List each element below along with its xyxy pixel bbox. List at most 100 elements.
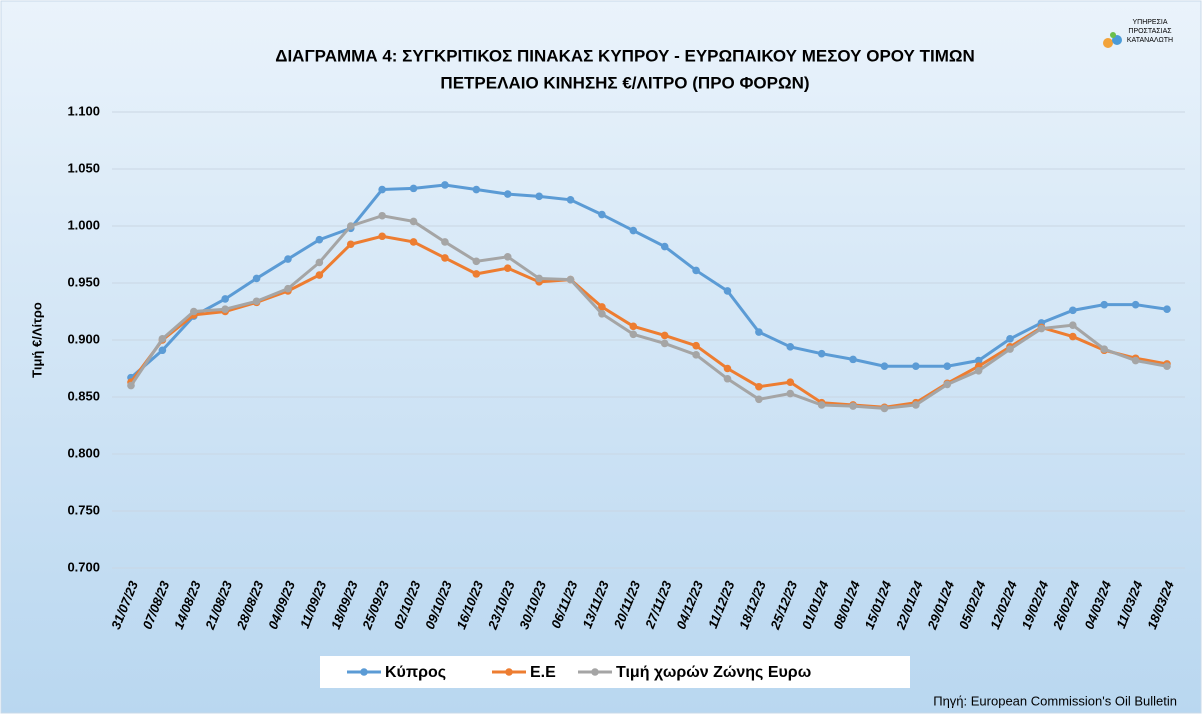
point: [817, 349, 826, 358]
chart-title: ΠΕΤΡΕΛΑΙΟ ΚΙΝΗΣΗΣ €/ΛΙΤΡΟ (ΠΡΟ ΦΟΡΩΝ): [440, 73, 809, 92]
point: [472, 270, 481, 278]
legend-marker: [360, 668, 368, 676]
point: [127, 381, 135, 390]
point: [221, 305, 229, 314]
point: [409, 238, 418, 246]
point: [441, 254, 449, 262]
y-tick-label: 0.950: [67, 274, 100, 289]
point: [598, 210, 606, 219]
point: [315, 271, 324, 279]
point: [346, 240, 355, 249]
point: [1100, 345, 1109, 353]
point: [723, 287, 732, 295]
source-note: Πηγή: European Commission's Oil Bulletin: [933, 693, 1177, 708]
point: [503, 264, 512, 272]
point: [252, 297, 261, 306]
point: [535, 274, 543, 283]
point: [252, 274, 261, 283]
point: [1006, 345, 1014, 353]
point: [409, 217, 418, 226]
point: [315, 258, 324, 267]
series-line: [129, 234, 1168, 409]
y-tick-label: 1.000: [67, 217, 100, 232]
point: [472, 185, 481, 194]
point: [786, 343, 795, 351]
point: [284, 284, 292, 293]
y-tick-label: 0.750: [67, 502, 100, 517]
point: [378, 185, 386, 194]
point: [221, 295, 229, 303]
point: [1069, 332, 1077, 341]
legend-marker: [591, 668, 599, 676]
legend-label: Κύπρος: [385, 664, 446, 681]
point: [1069, 306, 1077, 315]
y-tick-label: 0.900: [67, 331, 100, 346]
point: [378, 232, 386, 241]
legend-marker: [505, 668, 513, 676]
point: [189, 307, 198, 316]
point: [1131, 356, 1140, 365]
point: [1163, 305, 1171, 314]
point: [1037, 324, 1046, 333]
point: [629, 330, 638, 339]
point: [1100, 300, 1109, 309]
y-tick-label: 1.100: [67, 103, 100, 118]
point: [1163, 362, 1171, 371]
point: [629, 226, 638, 235]
point: [660, 331, 669, 340]
point: [692, 266, 700, 275]
point: [158, 335, 167, 343]
point: [1131, 300, 1140, 309]
y-tick-label: 1.050: [67, 160, 100, 175]
point: [755, 382, 763, 391]
point: [441, 181, 449, 189]
point: [912, 401, 920, 409]
point: [535, 192, 543, 201]
logo-text: ΠΡΟΣΤΑΣΙΑΣ: [1128, 28, 1172, 35]
point: [1069, 321, 1077, 329]
point: [817, 401, 826, 409]
logo-text: ΚΑΤΑΝΑΛΩΤΗ: [1127, 37, 1173, 44]
point: [566, 195, 575, 204]
point: [755, 328, 763, 336]
point: [943, 362, 952, 371]
point: [755, 395, 763, 404]
point: [723, 374, 732, 383]
point: [880, 362, 889, 371]
point: [880, 404, 889, 413]
legend: [320, 656, 910, 688]
point: [786, 389, 795, 398]
point: [284, 255, 292, 263]
chart-title: ΔΙΑΓΡΑΜΜΑ 4: ΣΥΓΚΡΙΤΙΚΟΣ ΠΙΝΑΚΑΣ ΚΥΠΡΟΥ …: [275, 46, 975, 65]
point: [849, 402, 857, 410]
point: [441, 238, 449, 246]
point: [598, 303, 606, 311]
point: [378, 211, 386, 220]
y-axis-label: Τιμή €/Λίτρο: [29, 302, 44, 378]
point: [974, 356, 983, 365]
logo: ΥΠΗΡΕΣΙΑ ΠΡΟΣΤΑΣΙΑΣ ΚΑΤΑΝΑΛΩΤΗ: [1103, 19, 1173, 48]
series-line: [129, 214, 1168, 410]
point: [692, 351, 700, 359]
point: [409, 184, 418, 193]
point: [786, 378, 795, 386]
point: [692, 341, 700, 350]
point: [503, 252, 512, 261]
point: [943, 380, 952, 389]
point: [849, 355, 857, 364]
y-tick-label: 0.800: [67, 445, 100, 460]
legend-label: Τιμή χωρών Ζώνης Ευρω: [616, 664, 811, 681]
point: [503, 190, 512, 198]
series-line: [130, 183, 1168, 379]
logo-text: ΥΠΗΡΕΣΙΑ: [1132, 19, 1167, 26]
y-tick-label: 0.850: [67, 388, 100, 403]
point: [723, 364, 732, 373]
point: [1006, 335, 1014, 343]
point: [912, 362, 920, 371]
point: [566, 275, 575, 284]
point: [346, 222, 355, 230]
point: [660, 339, 669, 348]
point: [629, 322, 638, 331]
point: [598, 309, 606, 318]
